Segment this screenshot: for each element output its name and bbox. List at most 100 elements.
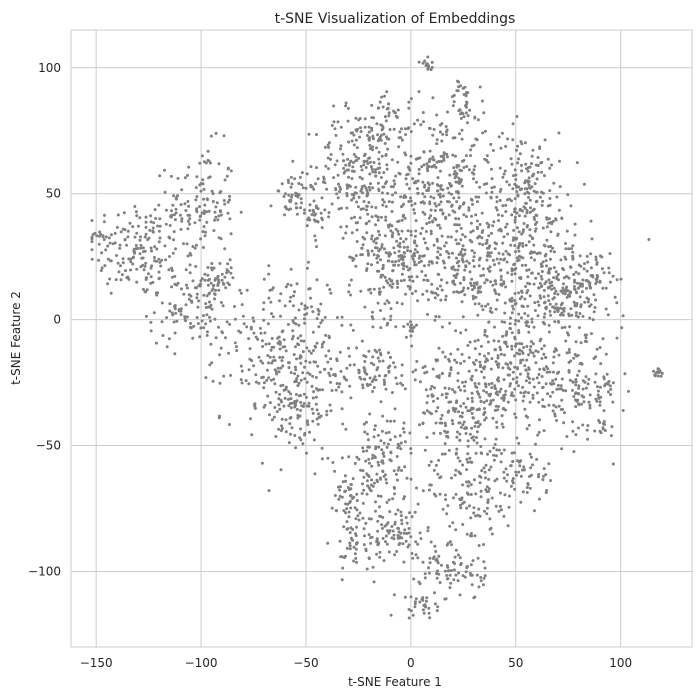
scatter-point <box>304 395 308 399</box>
scatter-point <box>354 517 358 521</box>
scatter-point <box>425 167 429 171</box>
scatter-point <box>539 296 543 300</box>
scatter-point <box>269 204 273 208</box>
scatter-point <box>199 189 203 193</box>
scatter-point <box>527 330 531 334</box>
scatter-point <box>469 148 473 152</box>
scatter-point <box>544 473 548 477</box>
scatter-point <box>542 295 546 299</box>
scatter-point <box>418 156 422 160</box>
scatter-point <box>410 323 413 327</box>
scatter-point <box>464 154 468 158</box>
scatter-point <box>511 138 515 142</box>
scatter-point <box>535 391 539 395</box>
scatter-point <box>489 306 493 310</box>
scatter-point <box>515 115 519 118</box>
scatter-point <box>427 463 431 467</box>
scatter-point <box>495 257 499 261</box>
scatter-point <box>376 167 380 171</box>
scatter-point <box>504 285 508 289</box>
scatter-point <box>658 369 662 373</box>
scatter-point <box>222 199 226 202</box>
scatter-point <box>115 254 118 257</box>
scatter-point <box>297 323 301 327</box>
scatter-point <box>457 242 461 246</box>
scatter-point <box>497 213 500 217</box>
scatter-point <box>325 413 329 417</box>
scatter-point <box>497 339 501 343</box>
scatter-point <box>485 154 489 158</box>
scatter-point <box>348 541 352 545</box>
scatter-point <box>192 324 196 328</box>
scatter-point <box>403 216 407 220</box>
scatter-point <box>380 245 384 249</box>
scatter-point <box>550 163 553 167</box>
scatter-point <box>470 374 474 378</box>
scatter-point <box>573 233 577 237</box>
scatter-point <box>97 234 101 238</box>
scatter-point <box>435 576 439 580</box>
scatter-point <box>565 295 569 299</box>
scatter-point <box>380 523 384 527</box>
scatter-point <box>510 213 514 217</box>
scatter-point <box>498 504 502 508</box>
scatter-point <box>531 237 535 241</box>
scatter-point <box>188 222 192 226</box>
scatter-point <box>262 277 266 281</box>
scatter-point <box>413 234 417 238</box>
scatter-point <box>353 191 357 195</box>
scatter-point <box>533 309 537 312</box>
scatter-point <box>505 345 509 349</box>
scatter-point <box>265 368 269 372</box>
scatter-point <box>486 340 490 344</box>
scatter-point <box>188 271 192 275</box>
scatter-point <box>514 342 518 346</box>
scatter-point <box>447 409 451 413</box>
scatter-point <box>385 419 389 423</box>
scatter-point <box>506 473 509 477</box>
scatter-point <box>510 273 514 276</box>
scatter-point <box>385 501 389 504</box>
scatter-point <box>214 336 218 340</box>
scatter-point <box>519 391 523 395</box>
scatter-point <box>395 550 399 553</box>
scatter-point <box>422 611 426 615</box>
scatter-point <box>527 240 531 244</box>
scatter-point <box>531 351 535 355</box>
scatter-point <box>125 243 129 247</box>
scatter-point <box>513 272 517 276</box>
scatter-point <box>235 349 239 352</box>
scatter-point <box>231 276 235 280</box>
scatter-point <box>512 236 516 240</box>
scatter-point <box>212 266 216 270</box>
scatter-point <box>513 365 517 369</box>
scatter-point <box>370 263 373 267</box>
scatter-point <box>553 412 557 416</box>
scatter-point <box>354 138 358 142</box>
scatter-point <box>361 469 365 473</box>
scatter-point <box>537 473 541 476</box>
scatter-point <box>564 257 568 261</box>
scatter-point <box>413 602 417 606</box>
scatter-point <box>143 264 147 268</box>
scatter-point <box>443 442 447 446</box>
scatter-point <box>426 312 429 316</box>
scatter-point <box>436 472 440 476</box>
scatter-point <box>492 446 496 450</box>
scatter-point <box>555 277 559 281</box>
scatter-point <box>367 457 371 461</box>
scatter-point <box>443 597 447 601</box>
scatter-point <box>425 189 429 192</box>
scatter-point <box>95 234 99 238</box>
scatter-point <box>554 270 558 274</box>
scatter-point <box>340 407 344 411</box>
scatter-point <box>425 435 429 439</box>
scatter-point <box>414 597 418 601</box>
scatter-point <box>468 108 472 112</box>
scatter-point <box>151 280 155 284</box>
scatter-point <box>582 182 586 186</box>
scatter-point <box>482 376 486 379</box>
scatter-point <box>521 351 525 355</box>
scatter-point <box>468 340 472 344</box>
scatter-point <box>587 400 591 404</box>
